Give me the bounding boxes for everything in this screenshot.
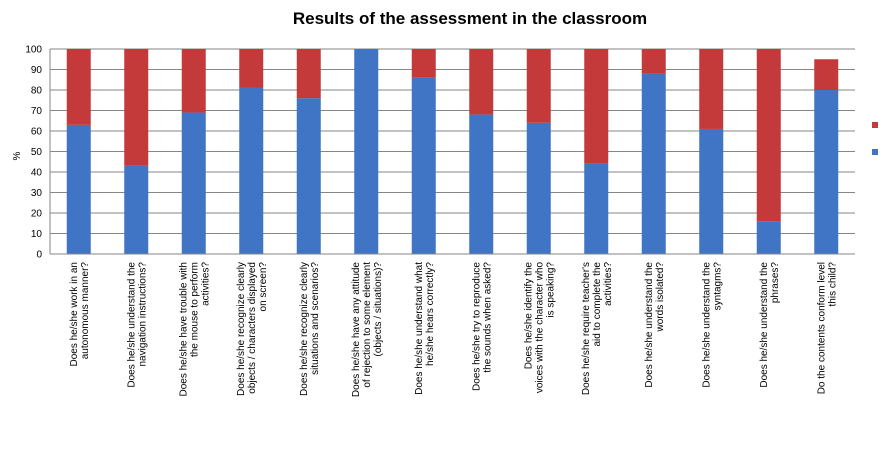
- y-tick-label: 0: [36, 250, 42, 261]
- bar-segment: [296, 49, 321, 99]
- legend-swatch: [872, 122, 878, 128]
- bar-segment: [699, 49, 724, 129]
- bar-segment: [181, 49, 206, 113]
- y-tick-label: 10: [31, 229, 43, 240]
- bar-segment: [124, 165, 149, 254]
- bar-segment: [354, 49, 379, 254]
- bar-segment: [584, 49, 609, 164]
- x-tick-label: Does he/she work in anautonomous manner?: [69, 262, 91, 367]
- bar-segment: [641, 73, 666, 254]
- x-tick-label: Does he/she require teacher'said to comp…: [581, 262, 614, 396]
- legend-swatch: [872, 149, 878, 155]
- x-tick-label: Does he/she have any attitudeof rejectio…: [351, 262, 384, 398]
- x-tick-label: Does he/she understand thenavigation ins…: [126, 262, 148, 388]
- x-tick-label: Does he/she identify thevoices with the …: [523, 262, 556, 394]
- y-tick-label: 80: [31, 86, 43, 97]
- x-tick-label: Does he/she try to reproducethe sounds w…: [471, 262, 493, 391]
- bar-segment: [756, 49, 781, 222]
- y-tick-label: 90: [31, 65, 43, 76]
- bar-segment: [124, 49, 149, 166]
- y-tick-label: 20: [31, 209, 43, 220]
- x-tick-label: Does he/she recognize clearlyobjects / c…: [236, 262, 269, 396]
- bar-segment: [526, 49, 551, 123]
- bar-segment: [66, 49, 91, 125]
- x-tick-label: Does he/she understand thephrases?: [759, 262, 781, 388]
- x-tick-label: Does he/she have trouble withthe mouse t…: [178, 262, 211, 397]
- y-axis-label: %: [12, 151, 23, 160]
- x-tick-label: Do the contents conform levelthis child?: [816, 262, 838, 395]
- bar-segment: [814, 59, 839, 90]
- bar-segment: [411, 49, 436, 78]
- bar-segment: [756, 221, 781, 254]
- y-tick-label: 50: [31, 147, 43, 158]
- x-tick-label: Does he/she understand thewords isolated…: [644, 262, 666, 388]
- bar-segment: [641, 49, 666, 74]
- bar-segment: [239, 87, 264, 254]
- y-tick-label: 40: [31, 168, 43, 179]
- bar-segment: [699, 128, 724, 254]
- bar-segment: [584, 163, 609, 254]
- bar-segment: [411, 77, 436, 254]
- bar-segment: [181, 112, 206, 254]
- x-tick-label: Does he/she recognize clearlysituations …: [299, 262, 321, 396]
- y-tick-label: 60: [31, 127, 43, 138]
- x-tick-label: Does he/she understand thesyntagms?: [701, 262, 723, 388]
- chart-title: Results of the assessment in the classro…: [293, 9, 647, 28]
- bar-segment: [66, 124, 91, 254]
- bar-segment: [814, 90, 839, 254]
- bar-segment: [526, 122, 551, 254]
- bar-segment: [469, 114, 494, 254]
- bar-segment: [239, 49, 264, 88]
- y-tick-label: 100: [25, 45, 42, 56]
- bar-segment: [296, 98, 321, 254]
- x-tick-label: Does he/she understand whathe/she hears …: [414, 262, 436, 395]
- bar-segment: [469, 49, 494, 115]
- y-tick-label: 30: [31, 188, 43, 199]
- y-tick-label: 70: [31, 106, 43, 117]
